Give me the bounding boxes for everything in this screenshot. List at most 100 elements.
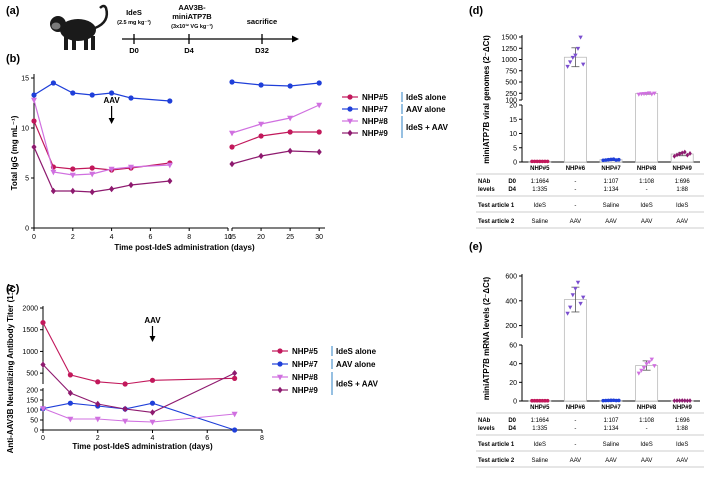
- b-data-point: [70, 166, 76, 172]
- d-data-point: [649, 92, 654, 97]
- panel-a-timeline: D0 IdeS (2.5 mg kg⁻¹) D4 AAV3B-miniATP7B (3x1…: [50, 3, 299, 55]
- e-y-tick-label: 0: [513, 399, 517, 406]
- d-data-point: [540, 159, 545, 164]
- d-data-point: [581, 62, 586, 67]
- d-table-d4-label: D4: [508, 187, 516, 193]
- b-legend-group-label: IdeS + AAV: [406, 123, 449, 132]
- e-data-point: [649, 357, 654, 362]
- d-category-label: NHP#8: [637, 166, 657, 172]
- d-table-test1-value: -: [574, 203, 576, 209]
- e-table-nab-value: --: [574, 418, 576, 432]
- b-aav-arrowhead: [108, 118, 115, 124]
- b-data-point: [89, 188, 95, 196]
- c-data-point: [67, 400, 73, 406]
- b-series-line: [33, 120, 170, 171]
- d-data-point: [675, 152, 679, 158]
- e-data-point: [636, 371, 641, 376]
- e-table-nab-label: NAb levels: [478, 418, 495, 432]
- e-data-point: [545, 398, 550, 403]
- d-table-test2-value: Saline: [531, 219, 548, 225]
- e-data-point: [609, 398, 613, 403]
- d-table-test2-value: AAV: [641, 219, 653, 225]
- e-table-d0-label: D0: [508, 418, 516, 424]
- c-y-tick-label: 150: [26, 398, 38, 405]
- d-data-point: [573, 53, 578, 58]
- e-data-point: [581, 295, 586, 300]
- c-data-point: [149, 409, 156, 416]
- e-table-test1-value: Saline: [603, 442, 620, 448]
- e-table-test1-value: IdeS: [676, 442, 688, 448]
- c-y-tick-label: 0: [34, 428, 38, 435]
- d-table-test1-value: Saline: [603, 203, 620, 209]
- d-y-tick-label: 1250: [501, 46, 517, 53]
- b-data-point: [109, 90, 115, 96]
- c-data-point: [40, 406, 46, 412]
- c-legend-marker: [277, 361, 283, 367]
- panel-label-b: (b): [6, 53, 20, 65]
- e-data-point: [568, 305, 573, 310]
- e-data-point: [680, 398, 684, 403]
- d-y-tick-label: 250: [505, 91, 517, 98]
- e-data-point: [543, 398, 547, 403]
- e-table-nab-value: 1:1664 1:335: [531, 418, 550, 432]
- timeline-arrowhead: [292, 35, 299, 43]
- c-data-point: [231, 411, 238, 418]
- e-data-point: [688, 398, 692, 404]
- c-data-point: [149, 400, 156, 406]
- b-legend-marker: [347, 106, 353, 112]
- e-data-point: [532, 398, 537, 403]
- b-data-point: [258, 121, 265, 128]
- d-table-test1-value: IdeS: [640, 203, 652, 209]
- b-x-tick-label: 20: [257, 234, 265, 241]
- c-data-point: [122, 381, 128, 387]
- e-category-label: NHP#6: [566, 405, 586, 411]
- d-data-point: [606, 157, 611, 162]
- e-y-tick-label: 400: [505, 298, 517, 305]
- d-table-test2-value: AAV: [570, 219, 582, 225]
- c-data-point: [232, 375, 238, 381]
- d-data-point: [565, 64, 570, 69]
- c-data-point: [94, 416, 101, 423]
- d-y-tick-label: 10: [509, 131, 517, 138]
- e-table-test2-value: Saline: [531, 458, 548, 464]
- c-series-line: [42, 402, 235, 431]
- d-data-point: [617, 157, 621, 162]
- b-data-point: [50, 80, 57, 86]
- d-data-point: [636, 92, 641, 97]
- e-table-test1-label: Test article 1: [478, 442, 515, 448]
- d-data-point: [685, 152, 690, 158]
- b-data-point: [167, 177, 173, 185]
- timeline-event-title: AAV3B-miniATP7B: [172, 3, 212, 21]
- c-y-tick-label: 500: [26, 371, 38, 378]
- c-data-point: [67, 372, 73, 378]
- e-data-point: [672, 398, 677, 404]
- d-data-point: [538, 159, 542, 164]
- d-table-test2-value: AAV: [605, 219, 617, 225]
- c-x-tick-label: 0: [41, 435, 45, 442]
- e-data-point: [614, 398, 618, 403]
- timeline-day-label: D32: [255, 46, 269, 55]
- c-aav-annotation: AAV: [144, 316, 161, 325]
- b-y-axis-label: Total IgG (mg mL⁻¹): [10, 115, 19, 190]
- b-data-point: [166, 162, 173, 169]
- b-data-point: [287, 147, 293, 155]
- d-data-point: [677, 151, 682, 157]
- b-data-point: [287, 115, 294, 122]
- b-data-point: [50, 187, 56, 195]
- e-table-test1-value: IdeS: [534, 442, 546, 448]
- b-data-point: [50, 169, 57, 176]
- b-y-tick-label: 15: [21, 76, 29, 83]
- b-legend-label: NHP#7: [362, 105, 388, 114]
- b-legend-marker: [347, 118, 353, 125]
- c-data-point: [67, 389, 73, 397]
- c-y-tick-label: 200: [26, 388, 38, 395]
- e-y-tick-label: 40: [509, 361, 517, 368]
- e-data-point: [683, 398, 687, 404]
- b-y-tick-label: 0: [25, 226, 29, 233]
- d-category-label: NHP#5: [530, 166, 550, 172]
- d-data-point: [543, 159, 547, 164]
- b-series-line: [231, 81, 320, 87]
- d-category-label: NHP#7: [601, 166, 621, 172]
- b-data-point: [108, 166, 115, 173]
